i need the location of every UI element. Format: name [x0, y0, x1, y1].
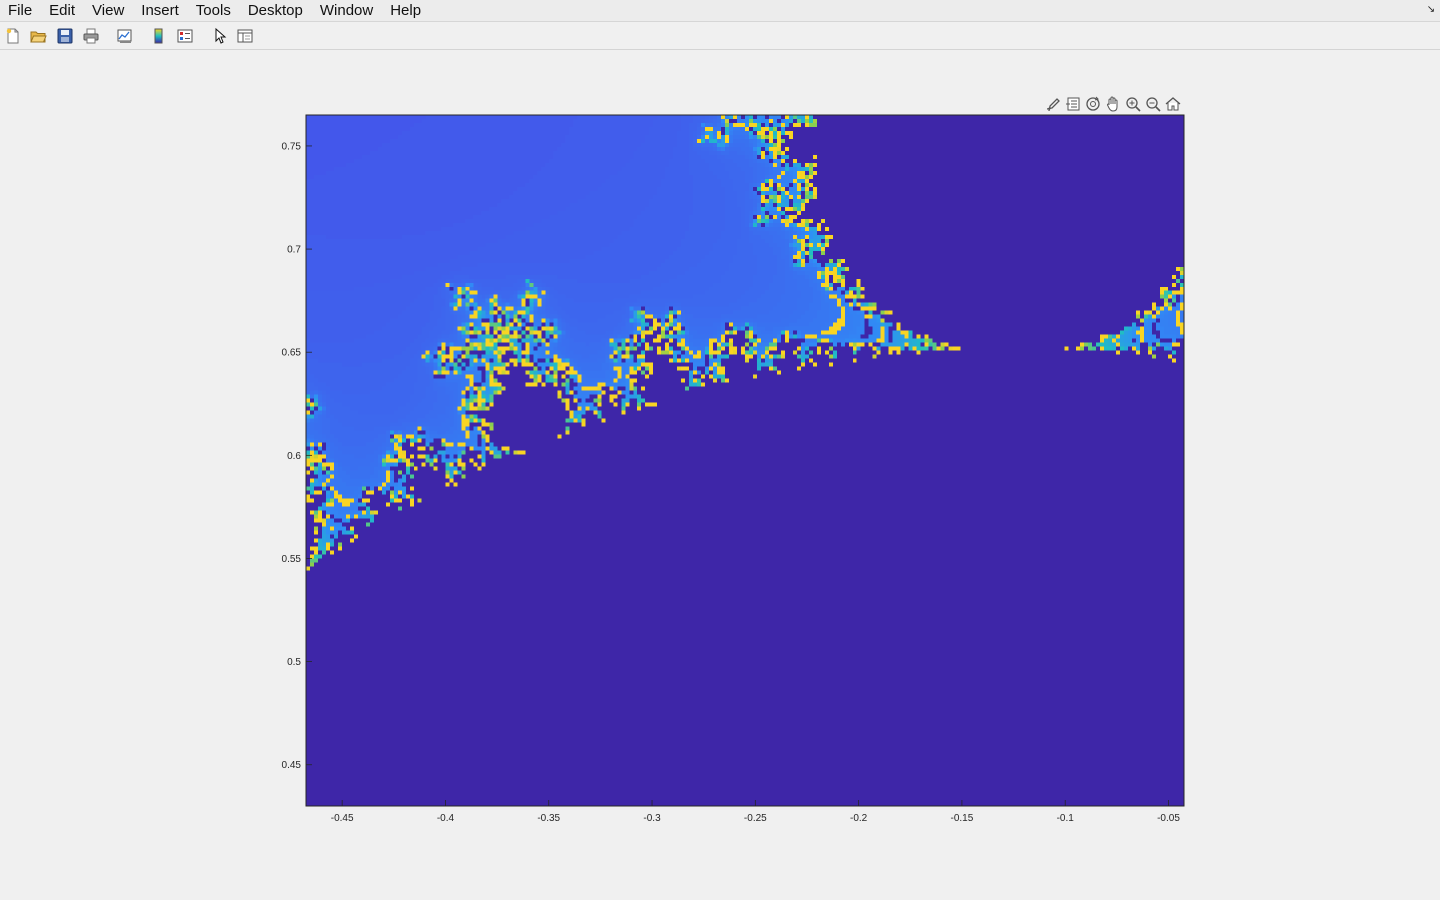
hand-icon: [1107, 96, 1118, 112]
menu-desktop[interactable]: Desktop: [247, 1, 303, 19]
open-property-inspector-button[interactable]: [236, 27, 254, 45]
menu-tools[interactable]: Tools: [195, 1, 231, 19]
open-file-button[interactable]: [29, 27, 47, 45]
insert-legend-button[interactable]: [176, 27, 194, 45]
property-inspector-icon: [237, 29, 253, 43]
figure-toolbar: [0, 23, 1440, 50]
rotate-3d-button[interactable]: [1084, 95, 1102, 113]
x-tick-label: -0.45: [331, 813, 354, 824]
y-tick-label: 0.55: [282, 554, 302, 565]
x-tick-label: -0.35: [537, 813, 560, 824]
brush-button[interactable]: [1044, 95, 1062, 113]
x-tick-label: -0.25: [744, 813, 767, 824]
axes-toolbar: [1044, 94, 1186, 114]
legend-icon: [177, 29, 193, 43]
cursor-arrow-icon: [215, 27, 227, 44]
x-tick-label: -0.15: [951, 813, 974, 824]
arrow-collapse-icon[interactable]: ↘: [1426, 4, 1436, 15]
home-icon: [1165, 97, 1181, 111]
brush-icon: [1046, 98, 1060, 112]
new-file-icon: [6, 28, 19, 44]
y-tick-label: 0.5: [287, 657, 301, 668]
save-disk-icon: [57, 28, 73, 44]
link-plot-icon: [117, 29, 132, 43]
x-axis: -0.45 -0.4 -0.35 -0.3 -0.25 -0.2 -0.15 -0.1 -0.0…: [331, 800, 1180, 824]
menu-view[interactable]: View: [92, 1, 125, 19]
y-tick-label: 0.7: [287, 245, 301, 256]
print-figure-button[interactable]: [82, 27, 100, 45]
x-tick-label: -0.1: [1057, 813, 1075, 824]
menu-insert[interactable]: Insert: [141, 1, 179, 19]
datatip-icon: [1066, 97, 1080, 111]
y-tick-label: 0.75: [282, 141, 302, 152]
zoom-in-button[interactable]: [1124, 95, 1142, 113]
fractal-image[interactable]: [306, 115, 1184, 806]
y-tick-label: 0.45: [282, 760, 302, 771]
zoom-in-icon: [1126, 97, 1141, 112]
rotate-icon: [1086, 96, 1100, 111]
new-figure-button[interactable]: [4, 27, 22, 45]
y-tick-label: 0.65: [282, 348, 302, 359]
link-plot-button[interactable]: [116, 27, 134, 45]
menu-edit[interactable]: Edit: [49, 1, 76, 19]
x-tick-label: -0.3: [643, 813, 661, 824]
x-tick-label: -0.05: [1157, 813, 1180, 824]
fractal-image-raster: [306, 115, 1184, 806]
y-tick-label: 0.6: [287, 451, 301, 462]
x-tick-label: -0.2: [850, 813, 868, 824]
menu-window[interactable]: Window: [319, 1, 374, 19]
pan-button[interactable]: [1104, 95, 1122, 113]
colorbar-icon: [154, 28, 163, 44]
insert-colorbar-button[interactable]: [150, 27, 168, 45]
edit-plot-button[interactable]: [211, 27, 229, 45]
menu-help[interactable]: Help: [390, 1, 422, 19]
zoom-out-button[interactable]: [1144, 95, 1162, 113]
menu-bar: File Edit View Insert Tools Desktop Wind…: [0, 0, 1440, 22]
menu-file[interactable]: File: [8, 1, 33, 19]
save-figure-button[interactable]: [56, 27, 74, 45]
y-axis: 0.45 0.5 0.55 0.6 0.65 0.7 0.75: [282, 141, 312, 771]
restore-view-button[interactable]: [1164, 95, 1182, 113]
data-tips-button[interactable]: [1064, 95, 1082, 113]
x-tick-label: -0.4: [437, 813, 455, 824]
open-folder-icon: [30, 31, 47, 43]
axes-box: [305, 114, 1185, 807]
zoom-out-icon: [1146, 97, 1161, 112]
printer-icon: [83, 28, 99, 44]
